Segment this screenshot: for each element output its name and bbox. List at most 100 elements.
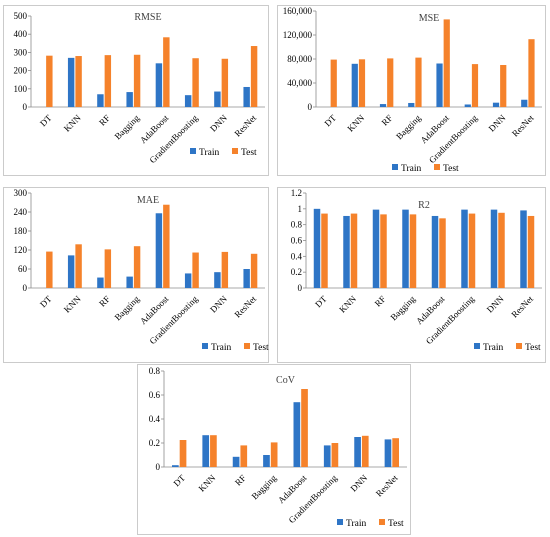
y-tick-label: 1 <box>298 204 303 214</box>
legend-swatch-test <box>516 343 522 349</box>
y-tick-label: 0 <box>23 102 28 112</box>
bar-test <box>46 55 53 107</box>
bar-train <box>155 213 163 288</box>
bar-train <box>126 276 133 288</box>
bar-test <box>443 19 450 107</box>
bar-test <box>250 46 258 107</box>
y-tick-label: 0.6 <box>149 390 161 400</box>
bar-test <box>75 56 82 107</box>
bar-train <box>202 435 210 467</box>
y-tick-label: 0.2 <box>149 438 160 448</box>
bar-test <box>210 435 217 467</box>
bar-test <box>387 58 394 107</box>
bar-train <box>184 273 192 288</box>
bar-test <box>500 65 507 107</box>
bar-test <box>163 37 170 107</box>
bar-train <box>243 86 250 107</box>
bar-test <box>104 55 112 107</box>
bar-train <box>155 63 163 107</box>
y-tick-label: 0.4 <box>291 251 303 261</box>
y-tick-label: 0.8 <box>149 366 161 376</box>
y-tick-label: 0 <box>298 283 303 293</box>
bar-test <box>250 253 258 288</box>
bar-train <box>313 208 321 288</box>
legend-label-test: Test <box>241 148 257 158</box>
bar-train <box>408 102 415 107</box>
bar-test <box>163 204 170 288</box>
legend-label-test: Test <box>388 519 404 529</box>
legend-swatch-train <box>190 148 196 154</box>
y-tick-label: 0.8 <box>291 220 303 230</box>
bar-test <box>409 214 417 288</box>
bar-train <box>126 92 133 107</box>
bar-test <box>331 443 339 467</box>
legend-swatch-train <box>202 343 208 349</box>
bar-train <box>172 465 179 467</box>
bar-train <box>323 445 331 467</box>
bar-train <box>384 439 392 467</box>
legend-label-train: Train <box>346 519 366 529</box>
y-tick-label: 100 <box>14 84 28 94</box>
y-tick-label: 120,000 <box>283 30 313 40</box>
bar-test <box>301 389 308 467</box>
bar-test <box>221 58 229 107</box>
legend-swatch-test <box>244 343 250 349</box>
bar-train <box>402 209 409 288</box>
legend-label-train: Train <box>199 148 219 158</box>
bar-train <box>97 277 104 288</box>
bar-train <box>343 215 350 288</box>
y-tick-label: 0 <box>156 462 161 472</box>
bar-test <box>468 213 476 288</box>
y-tick-label: 60 <box>18 264 28 274</box>
bar-train <box>521 99 528 107</box>
bar-train <box>354 437 361 467</box>
chart-title: CoV <box>276 375 296 386</box>
y-tick-label: 0 <box>23 283 28 293</box>
legend-label-train: Train <box>401 164 421 174</box>
bar-test <box>471 64 479 107</box>
legend-swatch-test <box>379 519 385 525</box>
bar-test <box>439 218 446 288</box>
bar-test <box>104 249 112 288</box>
legend-label-train: Train <box>211 343 231 353</box>
bar-train <box>67 255 75 288</box>
bar-train <box>214 91 221 107</box>
bar-test <box>133 246 141 288</box>
y-tick-label: 240 <box>14 207 28 217</box>
y-tick-label: 120 <box>14 245 28 255</box>
bar-test <box>380 214 387 288</box>
bar-test <box>498 212 505 288</box>
y-tick-label: 1.2 <box>291 188 302 198</box>
bar-train <box>293 402 301 467</box>
y-tick-label: 180 <box>14 226 28 236</box>
bar-test <box>179 440 187 467</box>
bar-test <box>350 213 358 288</box>
bar-train <box>243 269 250 288</box>
bar-train <box>379 104 387 107</box>
bar-train <box>214 272 221 288</box>
bar-train <box>464 104 471 107</box>
chart-title: MAE <box>137 195 159 206</box>
y-tick-label: 0.2 <box>291 267 302 277</box>
bar-test <box>361 435 369 467</box>
y-tick-label: 200 <box>14 66 28 76</box>
bar-test <box>192 58 199 107</box>
bar-train <box>97 94 104 107</box>
legend-label-test: Test <box>443 164 459 174</box>
y-tick-label: 0.4 <box>149 414 161 424</box>
legend-label-test: Test <box>253 343 269 353</box>
legend-swatch-train <box>337 519 343 525</box>
bar-test <box>221 251 229 288</box>
bar-train <box>351 63 358 107</box>
y-tick-label: 0 <box>308 102 313 112</box>
y-tick-label: 80,000 <box>287 54 312 64</box>
bar-train <box>520 210 527 288</box>
chart-title: MSE <box>419 13 440 24</box>
bar-train <box>232 456 240 467</box>
